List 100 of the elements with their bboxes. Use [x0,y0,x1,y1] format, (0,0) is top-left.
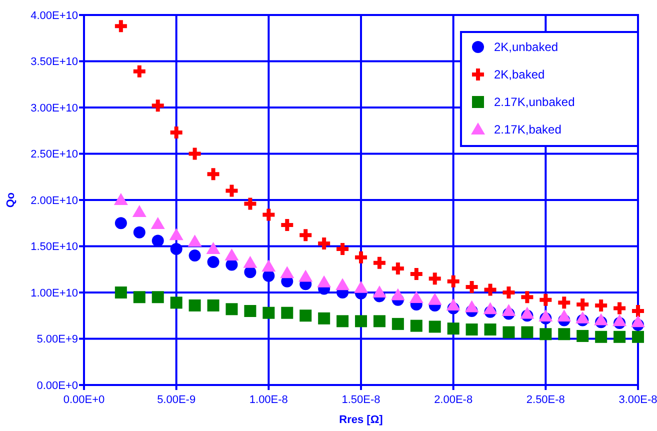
point [152,100,164,112]
y-tick-label: 2.50E+10 [30,148,78,161]
point [244,198,256,210]
point [207,299,220,312]
legend-label: 2.17K,unbaked [494,95,575,110]
point [188,299,201,312]
point [410,320,422,332]
point [390,288,405,300]
point [576,298,589,311]
point [372,286,386,298]
point [428,272,441,285]
point [558,328,570,340]
point [152,291,164,304]
point [428,292,442,305]
point [410,268,422,280]
point [170,126,182,138]
point [207,256,220,268]
point [262,260,276,272]
point [464,300,479,312]
x-tick-label: 3.00E-8 [618,394,657,406]
x-tick-label: 1.50E-8 [342,394,380,406]
point [595,299,608,312]
point [114,20,127,32]
point [484,284,496,296]
point [538,310,553,322]
point [243,256,258,268]
point [300,310,312,322]
point [502,326,515,338]
point [133,291,146,304]
x-tick-label: 2.00E-8 [434,394,473,406]
x-axis-title: Rres [Ω] [339,414,384,426]
point [170,243,182,256]
point [224,248,239,260]
point [502,286,515,298]
y-tick-label: 4.00E+10 [30,10,78,22]
point [392,262,404,274]
point [133,226,146,238]
point [373,315,386,328]
y-tick-label: 3.00E+10 [30,102,78,114]
point [484,324,496,336]
point [281,306,294,319]
point [392,318,404,330]
point [169,228,184,240]
point [502,304,516,316]
point [152,234,164,247]
point [373,256,386,269]
point [281,218,294,231]
x-tick-label: 5.00E-9 [157,394,196,406]
point [557,310,572,322]
point [558,296,570,309]
point [114,217,127,230]
point [632,305,644,317]
legend-label: 2K,baked [494,68,545,82]
point [114,286,127,298]
point [280,266,294,278]
point [298,270,313,282]
point [262,306,275,319]
point [446,298,460,310]
point [336,243,349,256]
point [447,322,460,335]
point [133,65,146,78]
y-tick-label: 3.50E+10 [30,56,78,68]
y-tick-label: 5.00E+9 [36,334,78,346]
point [355,315,367,328]
point [207,168,220,180]
point [188,234,202,247]
point [300,229,312,242]
point [409,291,424,304]
point [540,294,552,306]
point [318,312,330,324]
point [540,328,552,340]
point [483,302,498,314]
y-tick-label: 0.00E+0 [36,380,78,392]
x-tick-label: 2.50E-8 [526,394,565,406]
point [244,305,256,317]
point [521,326,534,338]
point [576,330,589,342]
point [594,313,608,326]
point [336,315,349,328]
point [336,278,350,290]
point [170,296,182,309]
point [466,280,478,293]
point [150,217,165,230]
point [318,237,330,250]
x-tick-label: 1.00E-8 [249,394,288,406]
point [614,302,626,314]
point [447,275,460,288]
point [114,193,128,205]
point [317,275,332,288]
point [428,320,441,333]
point [614,330,626,343]
point [612,314,627,326]
y-tick-label: 1.50E+10 [30,241,78,254]
point [226,184,238,197]
y-tick-label: 1.00E+10 [30,287,78,300]
y-tick-label: 2.00E+10 [30,194,78,207]
point [226,303,238,316]
point [354,280,368,293]
point [631,315,645,328]
point [576,311,590,324]
